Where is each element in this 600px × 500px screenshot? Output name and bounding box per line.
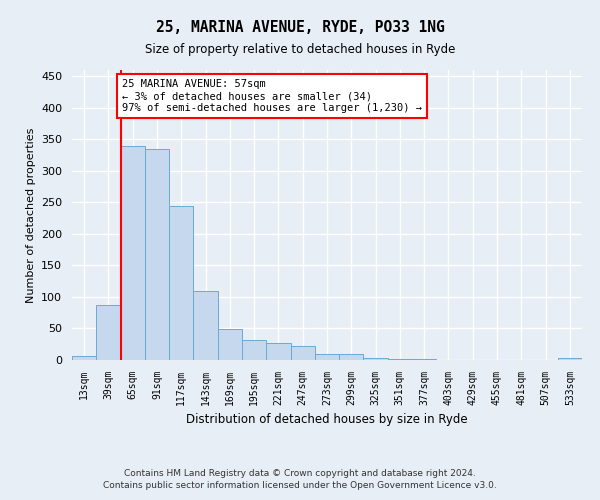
Bar [193, 292, 218, 360]
Y-axis label: Number of detached properties: Number of detached properties [26, 128, 35, 302]
Bar [121, 146, 145, 360]
Bar [290, 346, 315, 360]
Bar [339, 354, 364, 360]
Bar [72, 356, 96, 360]
Bar [315, 354, 339, 360]
Bar [242, 340, 266, 360]
X-axis label: Distribution of detached houses by size in Ryde: Distribution of detached houses by size … [186, 414, 468, 426]
Text: 25 MARINA AVENUE: 57sqm
← 3% of detached houses are smaller (34)
97% of semi-det: 25 MARINA AVENUE: 57sqm ← 3% of detached… [122, 80, 422, 112]
Bar [266, 343, 290, 360]
Text: 25, MARINA AVENUE, RYDE, PO33 1NG: 25, MARINA AVENUE, RYDE, PO33 1NG [155, 20, 445, 35]
Text: Contains HM Land Registry data © Crown copyright and database right 2024.
Contai: Contains HM Land Registry data © Crown c… [103, 468, 497, 490]
Bar [364, 358, 388, 360]
Bar [558, 358, 582, 360]
Bar [145, 150, 169, 360]
Text: Size of property relative to detached houses in Ryde: Size of property relative to detached ho… [145, 42, 455, 56]
Bar [96, 304, 121, 360]
Bar [169, 206, 193, 360]
Bar [218, 329, 242, 360]
